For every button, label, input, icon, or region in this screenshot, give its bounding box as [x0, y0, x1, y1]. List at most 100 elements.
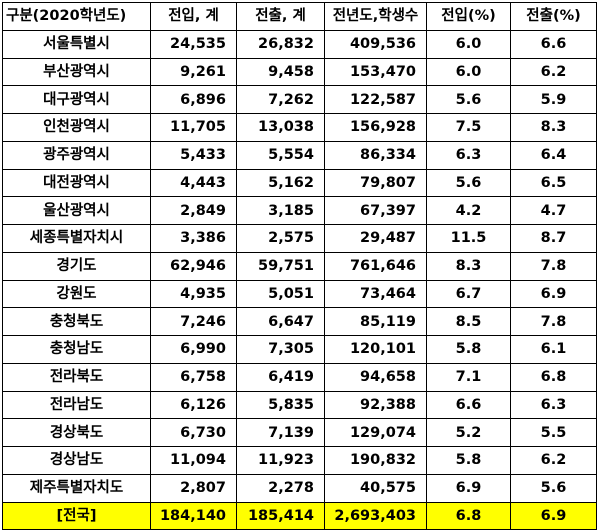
cell-transfer-in-pct: 6.7 — [426, 279, 511, 309]
table-row: 경상남도 11,094 11,923 190,832 5.8 6.2 — [2, 446, 597, 475]
cell-prev-year-students: 190,832 — [324, 446, 427, 475]
cell-transfer-in-count: 11,094 — [150, 446, 237, 475]
cell-transfer-out-count: 3,185 — [236, 196, 325, 225]
cell-transfer-in-pct: 8.5 — [426, 307, 511, 336]
cell-prev-year-students: 40,575 — [324, 473, 427, 503]
table-row: 전라남도 6,126 5,835 92,388 6.6 6.3 — [2, 390, 597, 420]
header-category: 구분(2020학년도) — [2, 2, 151, 31]
cell-region: 울산광역시 — [2, 196, 151, 225]
cell-region: 전라남도 — [2, 390, 151, 420]
cell-transfer-out-count: 5,554 — [236, 140, 325, 170]
cell-transfer-in-count: 3,386 — [150, 224, 237, 253]
cell-transfer-out-count: 5,162 — [236, 168, 325, 198]
cell-prev-year-students: 79,807 — [324, 168, 427, 198]
cell-transfer-out-count: 185,414 — [236, 501, 325, 530]
cell-transfer-out-count: 7,139 — [236, 418, 325, 447]
table-row: 충청남도 6,990 7,305 120,101 5.8 6.1 — [2, 335, 597, 364]
cell-region: 충청남도 — [2, 335, 151, 364]
table-row: 경상북도 6,730 7,139 129,074 5.2 5.5 — [2, 418, 597, 447]
cell-transfer-in-pct: 5.6 — [426, 168, 511, 198]
cell-transfer-out-count: 59,751 — [236, 251, 325, 281]
cell-transfer-out-count: 11,923 — [236, 446, 325, 475]
header-transfer-out-count: 전출, 계 — [236, 2, 325, 31]
table-row: 인천광역시 11,705 13,038 156,928 7.5 8.3 — [2, 113, 597, 142]
cell-transfer-in-count: 5,433 — [150, 140, 237, 170]
cell-prev-year-students: 92,388 — [324, 390, 427, 420]
table-row: 전라북도 6,758 6,419 94,658 7.1 6.8 — [2, 362, 597, 392]
cell-transfer-out-count: 26,832 — [236, 29, 325, 59]
cell-region: 전라북도 — [2, 362, 151, 392]
cell-prev-year-students: 2,693,403 — [324, 501, 427, 530]
cell-region: 제주특별자치도 — [2, 473, 151, 503]
cell-transfer-out-pct: 4.7 — [510, 196, 597, 225]
table-row: 강원도 4,935 5,051 73,464 6.7 6.9 — [2, 279, 597, 309]
header-prev-year-students: 전년도,학생수 — [324, 2, 427, 31]
cell-transfer-in-count: 4,443 — [150, 168, 237, 198]
cell-transfer-out-count: 2,278 — [236, 473, 325, 503]
cell-prev-year-students: 761,646 — [324, 251, 427, 281]
cell-region: 경상북도 — [2, 418, 151, 447]
cell-region: 부산광역시 — [2, 57, 151, 87]
cell-region: [전국] — [2, 501, 151, 530]
cell-transfer-out-pct: 6.9 — [510, 501, 597, 530]
cell-prev-year-students: 94,658 — [324, 362, 427, 392]
cell-prev-year-students: 156,928 — [324, 113, 427, 142]
cell-transfer-in-pct: 8.3 — [426, 251, 511, 281]
cell-transfer-out-count: 13,038 — [236, 113, 325, 142]
cell-region: 대전광역시 — [2, 168, 151, 198]
cell-transfer-out-pct: 7.8 — [510, 307, 597, 336]
cell-transfer-in-count: 6,896 — [150, 85, 237, 114]
cell-transfer-out-pct: 6.2 — [510, 57, 597, 87]
cell-transfer-in-pct: 7.5 — [426, 113, 511, 142]
cell-transfer-in-count: 2,849 — [150, 196, 237, 225]
cell-transfer-in-count: 184,140 — [150, 501, 237, 530]
cell-transfer-in-count: 6,758 — [150, 362, 237, 392]
cell-prev-year-students: 129,074 — [324, 418, 427, 447]
cell-region: 서울특별시 — [2, 29, 151, 59]
cell-transfer-in-count: 4,935 — [150, 279, 237, 309]
cell-transfer-out-pct: 6.1 — [510, 335, 597, 364]
table-row: 대전광역시 4,443 5,162 79,807 5.6 6.5 — [2, 168, 597, 198]
cell-prev-year-students: 85,119 — [324, 307, 427, 336]
cell-prev-year-students: 73,464 — [324, 279, 427, 309]
cell-transfer-in-count: 6,730 — [150, 418, 237, 447]
cell-region: 세종특별자치시 — [2, 224, 151, 253]
cell-transfer-out-pct: 6.3 — [510, 390, 597, 420]
header-transfer-in-count: 전입, 계 — [150, 2, 237, 31]
cell-region: 충청북도 — [2, 307, 151, 336]
cell-prev-year-students: 67,397 — [324, 196, 427, 225]
cell-transfer-in-pct: 6.0 — [426, 57, 511, 87]
cell-transfer-in-pct: 6.6 — [426, 390, 511, 420]
cell-region: 강원도 — [2, 279, 151, 309]
cell-transfer-out-count: 5,835 — [236, 390, 325, 420]
cell-region: 대구광역시 — [2, 85, 151, 114]
cell-transfer-out-count: 6,419 — [236, 362, 325, 392]
cell-transfer-out-pct: 8.3 — [510, 113, 597, 142]
cell-transfer-out-pct: 6.9 — [510, 279, 597, 309]
cell-transfer-in-pct: 5.6 — [426, 85, 511, 114]
cell-transfer-in-count: 24,535 — [150, 29, 237, 59]
cell-transfer-in-pct: 11.5 — [426, 224, 511, 253]
table-row: 충청북도 7,246 6,647 85,119 8.5 7.8 — [2, 307, 597, 336]
cell-transfer-out-pct: 7.8 — [510, 251, 597, 281]
cell-transfer-out-pct: 5.5 — [510, 418, 597, 447]
cell-transfer-in-pct: 7.1 — [426, 362, 511, 392]
cell-transfer-in-pct: 6.3 — [426, 140, 511, 170]
cell-transfer-out-pct: 6.5 — [510, 168, 597, 198]
cell-transfer-in-pct: 5.8 — [426, 335, 511, 364]
cell-transfer-out-count: 9,458 — [236, 57, 325, 87]
cell-transfer-out-count: 2,575 — [236, 224, 325, 253]
table-row: 제주특별자치도 2,807 2,278 40,575 6.9 5.6 — [2, 473, 597, 503]
cell-transfer-in-count: 2,807 — [150, 473, 237, 503]
table-row: 대구광역시 6,896 7,262 122,587 5.6 5.9 — [2, 85, 597, 114]
cell-transfer-out-pct: 6.4 — [510, 140, 597, 170]
cell-prev-year-students: 153,470 — [324, 57, 427, 87]
cell-prev-year-students: 409,536 — [324, 29, 427, 59]
cell-transfer-out-pct: 5.9 — [510, 85, 597, 114]
table-row: 서울특별시 24,535 26,832 409,536 6.0 6.6 — [2, 29, 597, 59]
cell-region: 인천광역시 — [2, 113, 151, 142]
cell-region: 경상남도 — [2, 446, 151, 475]
total-row: [전국] 184,140 185,414 2,693,403 6.8 6.9 — [2, 501, 597, 530]
cell-transfer-in-pct: 6.9 — [426, 473, 511, 503]
